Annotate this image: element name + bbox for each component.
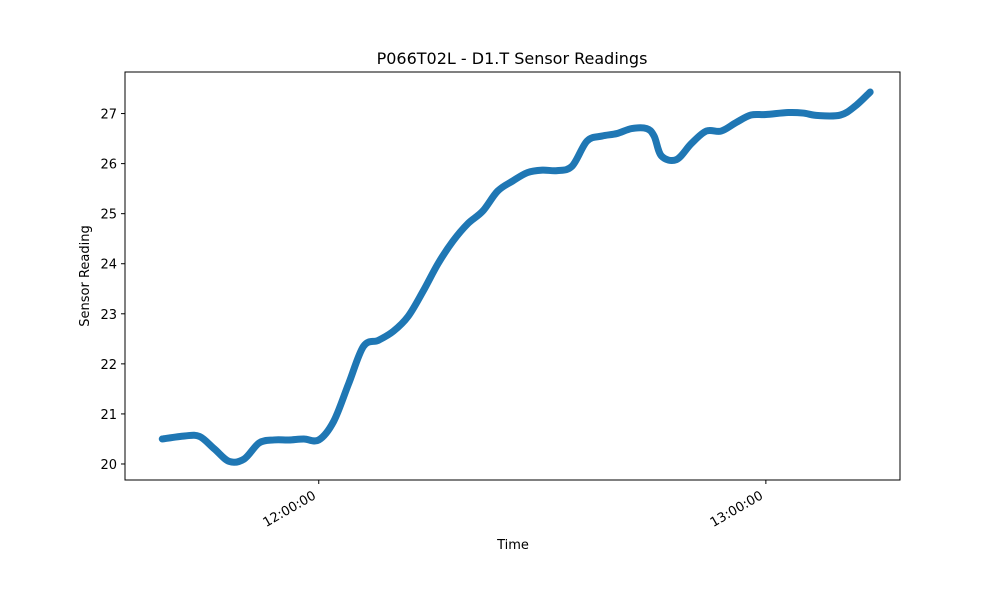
y-tick-label: 26 xyxy=(100,158,117,173)
y-tick-label: 22 xyxy=(100,358,117,373)
y-tick-label: 27 xyxy=(100,108,117,123)
y-tick-label: 21 xyxy=(100,408,117,423)
y-tick-label: 25 xyxy=(100,208,117,223)
y-tick-label: 23 xyxy=(100,308,117,323)
x-tick-label: 12:00:00 xyxy=(261,488,319,530)
y-tick-label: 20 xyxy=(100,458,117,473)
y-tick-label: 24 xyxy=(100,258,117,273)
chart-title: P066T02L - D1.T Sensor Readings xyxy=(377,49,648,68)
y-axis-label: Sensor Reading xyxy=(78,225,93,326)
x-axis-label: Time xyxy=(496,538,529,553)
x-tick-label: 13:00:00 xyxy=(708,488,766,530)
plot-frame xyxy=(124,71,901,481)
series-line-0 xyxy=(158,88,874,466)
